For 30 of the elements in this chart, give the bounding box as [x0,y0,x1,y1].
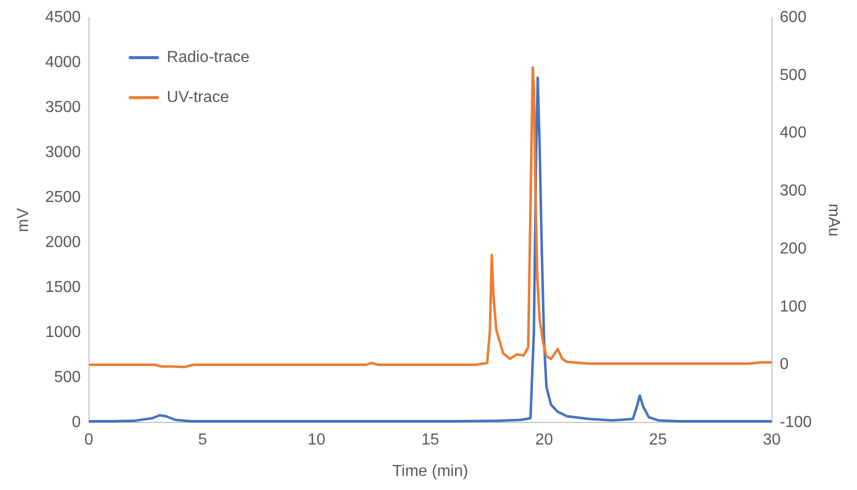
y-tick-label: 500 [54,369,81,386]
x-tick-label: 0 [84,432,94,449]
y2-tick-label: 500 [780,66,807,84]
x-tick-label: 10 [308,432,326,449]
y-tick-label: 1000 [45,324,81,342]
x-axis-title: Time (min) [392,462,468,480]
y2-tick-label: 100 [780,298,807,316]
y2-tick-label: 200 [780,240,807,258]
y-axis-title: mV [15,208,32,232]
y2-tick-label: 600 [780,9,807,26]
x-tick-label: 30 [762,432,781,449]
x-tick-label: 20 [535,432,554,449]
y-tick-label: 3500 [45,99,81,116]
y2-axis-title: mAu [824,204,842,237]
y-tick-label: 4000 [45,54,81,72]
x-tick-label: 15 [421,432,440,449]
legend-label: Radio-trace [166,49,250,66]
y2-tick-label: -100 [780,414,812,432]
y-tick-label: 1500 [45,279,81,296]
x-tick-label: 25 [649,432,667,449]
y-tick-label: 2500 [45,189,81,206]
y2-tick-label: 300 [780,182,807,200]
y-tick-label: 4500 [45,9,81,26]
x-tick-label: 5 [198,432,208,449]
y2-tick-label: 0 [780,356,789,374]
y2-tick-label: 400 [780,124,807,142]
y-tick-label: 2000 [45,234,81,252]
y-tick-label: 3000 [45,144,81,162]
y-tick-label: 0 [72,414,81,432]
legend-label: UV-trace [166,89,230,106]
